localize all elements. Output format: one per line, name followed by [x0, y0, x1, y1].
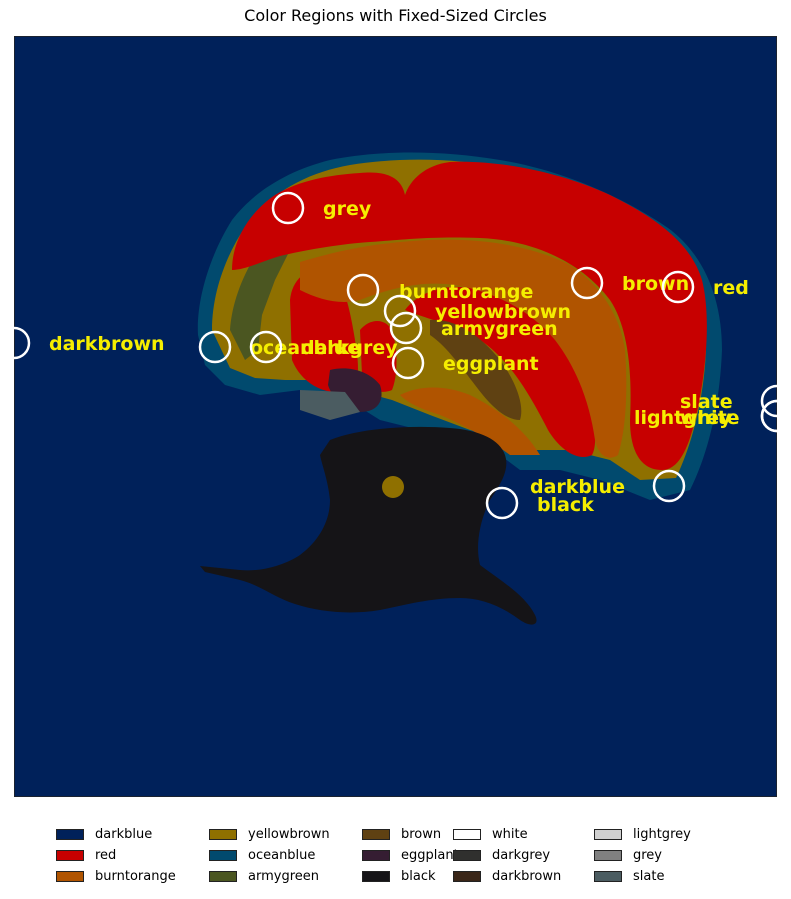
legend-swatch-brown [362, 829, 390, 840]
annotation-label-white: white [680, 407, 740, 429]
legend-label-yellowbrown: yellowbrown [248, 827, 330, 842]
annotation-label-oceanblue: oceanblue [250, 337, 360, 359]
region-slate-deep [300, 390, 360, 420]
legend-item-black: black [362, 868, 453, 885]
annotation-circle-black [485, 486, 519, 520]
legend-label-eggplant: eggplant [401, 848, 459, 863]
legend-swatch-yellowbrown [209, 829, 237, 840]
legend-label-grey: grey [633, 848, 663, 863]
legend-swatch-darkblue [56, 829, 84, 840]
legend-label-brown: brown [401, 827, 442, 842]
legend-label-white: white [492, 827, 528, 842]
legend-swatch-oceanblue [209, 850, 237, 861]
legend-item-darkbrown: darkbrown [453, 868, 594, 885]
region-red-gyrus-small [360, 321, 397, 392]
legend: darkblue yellowbrown brown white lightgrey re… [56, 826, 756, 885]
annotation-label-black: black [537, 494, 594, 516]
annotation-circle-darkblue [652, 469, 686, 503]
legend-swatch-armygreen [209, 871, 237, 882]
legend-label-red: red [95, 848, 117, 863]
legend-swatch-grey [594, 850, 622, 861]
annotation-label-armygreen: armygreen [441, 318, 558, 340]
annotation-circle-darkbrown [0, 326, 31, 360]
legend-item-oceanblue: oceanblue [209, 847, 362, 864]
legend-label-armygreen: armygreen [248, 869, 319, 884]
legend-label-darkbrown: darkbrown [492, 869, 562, 884]
annotation-circle-oceanblue [198, 330, 232, 364]
annotation-label-darkbrown: darkbrown [49, 333, 165, 355]
annotation-circle-white [760, 399, 791, 433]
legend-item-grey: grey [594, 847, 724, 864]
legend-item-armygreen: armygreen [209, 868, 362, 885]
legend-item-slate: slate [594, 868, 724, 885]
region-burntorange-lower [400, 387, 540, 455]
region-brown-deep [430, 319, 522, 420]
annotation-label-burntorange: burntorange [399, 281, 533, 303]
legend-swatch-lightgrey [594, 829, 622, 840]
legend-item-darkgrey: darkgrey [453, 847, 594, 864]
legend-swatch-eggplant [362, 850, 390, 861]
legend-swatch-darkbrown [453, 871, 481, 882]
legend-item-eggplant: eggplant [362, 847, 459, 864]
legend-swatch-burntorange [56, 871, 84, 882]
region-armygreen-band [230, 245, 290, 360]
annotation-label-brown: brown [622, 273, 689, 295]
annotation-label-grey: grey [323, 198, 372, 220]
annotation-label-red: red [713, 277, 749, 299]
annotation-circle-eggplant [391, 346, 425, 380]
legend-item-yellowbrown: yellowbrown [209, 826, 362, 843]
legend-label-darkgrey: darkgrey [492, 848, 551, 863]
annotation-circle-burntorange [346, 273, 380, 307]
annotation-label-lightgrey: lightgrey [634, 407, 732, 429]
legend-item-red: red [56, 847, 209, 864]
annotation-label-darkblue: darkblue [530, 476, 625, 498]
region-red-gyrus-top [232, 161, 707, 470]
legend-label-oceanblue: oceanblue [248, 848, 316, 863]
legend-item-darkblue: darkblue [56, 826, 209, 843]
legend-swatch-red [56, 850, 84, 861]
region-red-gyrus-middle [405, 286, 596, 458]
legend-label-lightgrey: lightgrey [633, 827, 691, 842]
annotation-circle-grey [271, 191, 305, 225]
annotation-label-eggplant: eggplant [443, 353, 539, 375]
annotation-circle-brown [570, 266, 604, 300]
legend-item-lightgrey: lightgrey [594, 826, 724, 843]
region-yellowbrown-spot [382, 476, 404, 498]
chart-title: Color Regions with Fixed-Sized Circles [244, 6, 547, 25]
legend-item-white: white [453, 826, 594, 843]
legend-item-burntorange: burntorange [56, 868, 209, 885]
annotation-circle-darkgrey [249, 330, 283, 364]
legend-label-darkblue: darkblue [95, 827, 153, 842]
legend-label-slate: slate [633, 869, 665, 884]
region-black-cerebellum [200, 426, 537, 625]
legend-swatch-darkgrey [453, 850, 481, 861]
annotation-circle-slate [760, 384, 791, 418]
annotation-label-darkgrey: darkgrey [301, 337, 398, 359]
annotation-label-slate: slate [680, 391, 733, 413]
annotation-circle-yellowbrown [383, 294, 417, 328]
legend-item-brown: brown [362, 826, 453, 843]
legend-label-black: black [401, 869, 436, 884]
region-burntorange-band [300, 239, 627, 458]
legend-label-burntorange: burntorange [95, 869, 176, 884]
legend-swatch-slate [594, 871, 622, 882]
annotation-circle-red [661, 270, 695, 304]
legend-swatch-black [362, 871, 390, 882]
annotation-circle-armygreen [389, 311, 423, 345]
legend-swatch-white [453, 829, 481, 840]
annotation-label-yellowbrown: yellowbrown [435, 301, 571, 323]
